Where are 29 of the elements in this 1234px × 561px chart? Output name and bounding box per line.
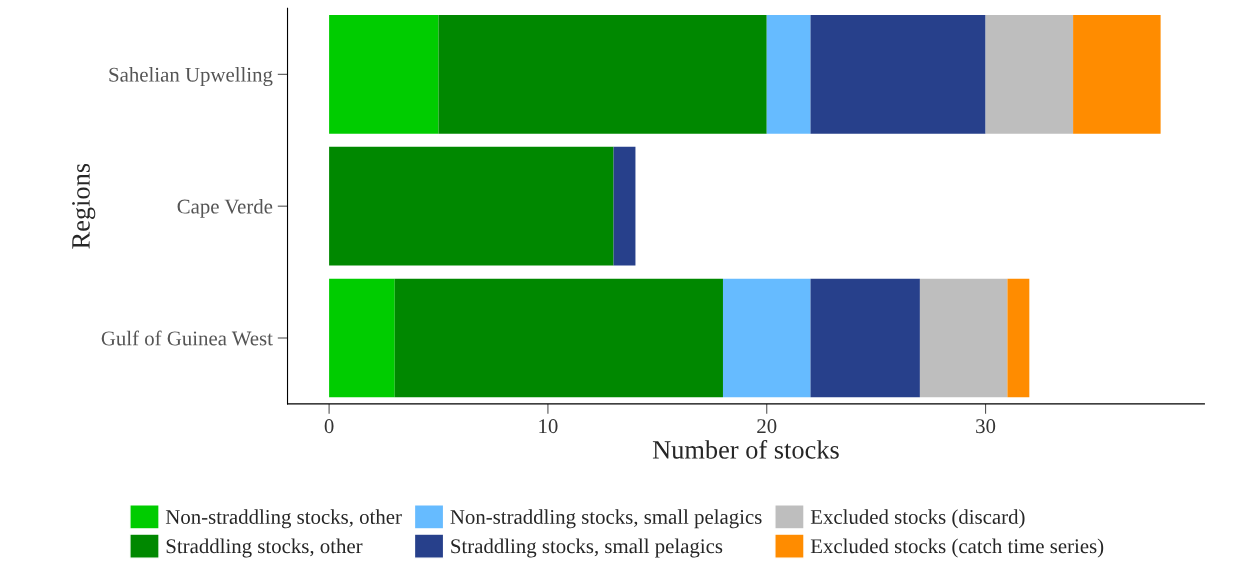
x-tick-label: 0 — [324, 419, 334, 434]
y-tick-label: Sahelian Upwelling — [109, 67, 273, 87]
bar — [766, 15, 811, 134]
bar — [438, 15, 767, 134]
y-axis-title: Regions — [72, 163, 96, 249]
bar — [394, 278, 723, 398]
legend-label: Non-straddling stocks, other — [165, 509, 402, 529]
x-axis-title: Number of stocks — [652, 439, 839, 459]
legend-label: Excluded stocks (catch time series) — [810, 538, 1104, 558]
bar — [1007, 278, 1030, 398]
legend-label: Non-straddling stocks, small pelagics — [450, 509, 762, 529]
bar — [722, 278, 811, 398]
legend-label: Straddling stocks, small pelagics — [451, 538, 723, 558]
x-tick-label: 20 — [757, 419, 777, 434]
bar — [810, 278, 920, 398]
bar — [613, 146, 636, 266]
x-tick-label: 10 — [539, 419, 558, 434]
y-tick-label: Cape Verde — [177, 198, 273, 218]
bar — [919, 278, 1008, 398]
legend-label: Excluded stocks (discard) — [810, 509, 1025, 529]
y-tick-label: Gulf of Guinea West — [101, 330, 273, 346]
bar — [329, 278, 395, 398]
x-tick-label: 30 — [976, 419, 996, 434]
bar — [329, 146, 614, 266]
bar — [985, 15, 1074, 134]
bar — [1073, 15, 1161, 134]
bar — [329, 15, 439, 134]
legend-label: Straddling stocks, other — [166, 538, 363, 558]
bar — [810, 15, 986, 134]
